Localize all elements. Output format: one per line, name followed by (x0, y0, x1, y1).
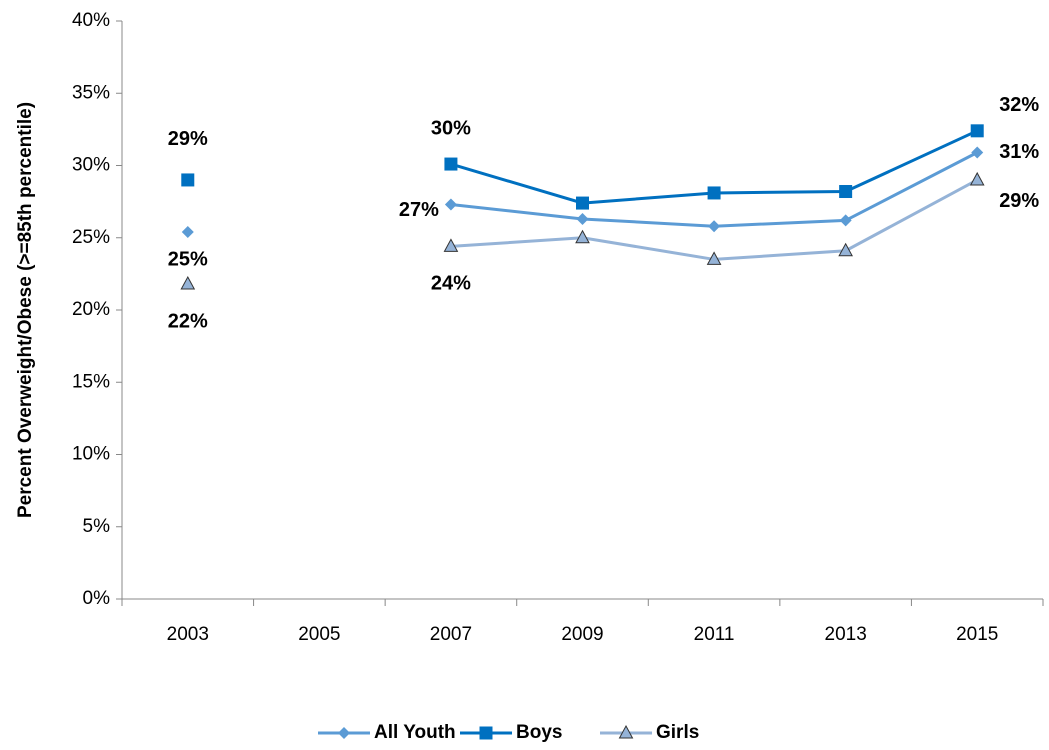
x-tick-label: 2015 (956, 624, 998, 645)
marker (839, 214, 852, 227)
legend-label: Girls (656, 722, 699, 743)
y-tick-label: 15% (72, 371, 110, 392)
marker (444, 157, 458, 171)
data-label: 22% (168, 310, 208, 332)
x-tick-label: 2007 (430, 624, 472, 645)
legend-label: All Youth (374, 722, 456, 743)
marker (971, 146, 984, 159)
y-tick-label: 30% (72, 155, 110, 176)
y-tick-label: 40% (72, 10, 110, 31)
data-label: 32% (999, 94, 1039, 116)
data-label: 25% (168, 248, 208, 270)
marker (576, 196, 589, 210)
x-tick-label: 2011 (694, 624, 735, 645)
x-tick-label: 2013 (825, 624, 867, 645)
marker (444, 198, 457, 211)
y-tick-label: 0% (83, 588, 111, 609)
marker (576, 212, 589, 225)
marker (838, 242, 853, 257)
y-tick-label: 25% (72, 227, 110, 248)
x-tick-label: 2009 (561, 624, 603, 645)
y-tick-label: 10% (72, 444, 110, 465)
data-label: 27% (399, 199, 439, 221)
marker (479, 726, 493, 740)
marker (181, 225, 194, 238)
marker (708, 220, 721, 233)
marker (839, 185, 853, 199)
x-tick-label: 2003 (167, 624, 209, 645)
marker (618, 724, 634, 739)
x-tick-label: 2005 (298, 624, 340, 645)
marker (969, 171, 985, 186)
y-axis-title: Percent Overweight/Obese (>=85th percent… (15, 102, 36, 518)
y-tick-label: 5% (83, 516, 111, 537)
data-label: 31% (999, 141, 1039, 163)
marker (443, 238, 459, 252)
marker (706, 251, 722, 265)
marker (180, 275, 196, 290)
y-tick-label: 20% (72, 299, 110, 320)
marker (338, 727, 350, 739)
legend-label: Boys (516, 722, 562, 743)
data-label: 30% (431, 117, 471, 139)
data-label: 29% (168, 128, 208, 150)
marker (707, 186, 721, 200)
marker (181, 173, 195, 187)
data-label: 29% (999, 190, 1039, 212)
marker (575, 229, 590, 244)
marker (970, 124, 984, 138)
y-tick-label: 35% (72, 82, 110, 103)
data-label: 24% (431, 273, 471, 295)
